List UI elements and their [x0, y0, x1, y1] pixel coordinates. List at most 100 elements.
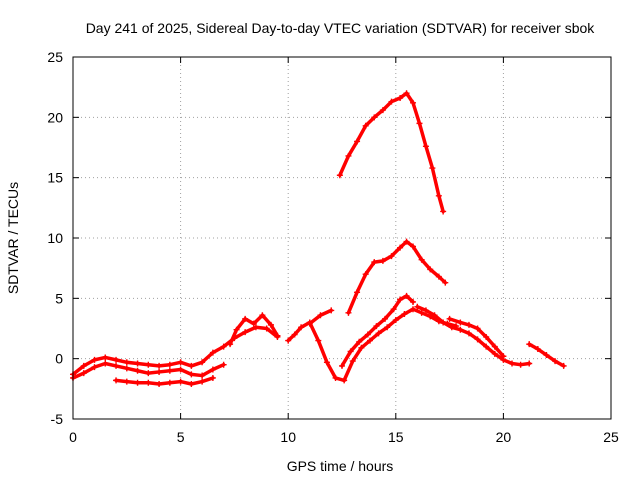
data-point — [526, 360, 533, 367]
data-trace-segment — [437, 274, 448, 285]
data-trace-segment — [228, 327, 239, 346]
series-track-9 — [306, 307, 335, 327]
series-track-12 — [526, 341, 567, 369]
data-trace-segment — [346, 139, 359, 158]
series-track-5 — [113, 374, 216, 388]
data-trace-segment — [411, 101, 422, 126]
x-tick-label: 15 — [388, 429, 404, 445]
data-trace-segment — [475, 337, 488, 349]
y-tick-label: 25 — [47, 49, 63, 65]
data-trace-segment — [71, 371, 86, 380]
data-trace-segment — [374, 317, 387, 328]
data-trace-segment — [493, 352, 506, 362]
data-trace-segment — [351, 346, 364, 363]
data-trace-segment — [385, 318, 398, 330]
data-trace-segment — [389, 245, 402, 258]
data-trace-segment — [211, 362, 226, 372]
axis-ticks: 0 5 10 15 20 25 -5 0 5 10 15 20 25 — [47, 49, 619, 445]
data-trace-segment — [484, 344, 497, 356]
data-point — [440, 208, 447, 215]
data-point — [274, 332, 281, 339]
data-trace-segment — [430, 166, 441, 198]
data-trace-segment — [355, 124, 368, 144]
data-trace-segment — [493, 344, 506, 359]
data-trace-segment — [544, 353, 557, 363]
data-trace-segment — [234, 317, 247, 332]
data-trace-segment — [428, 267, 441, 279]
data-trace-segment — [381, 99, 394, 112]
data-point — [209, 374, 216, 381]
plot-data — [70, 90, 567, 388]
data-trace-segment — [363, 115, 377, 128]
data-trace-segment — [82, 358, 97, 368]
data-trace-segment — [338, 154, 351, 178]
x-tick-label: 20 — [496, 429, 512, 445]
series-track-7 — [285, 306, 460, 384]
data-trace-segment — [340, 349, 353, 368]
data-trace-segment — [419, 257, 432, 272]
data-trace-segment — [437, 194, 445, 214]
x-tick-label: 10 — [280, 429, 296, 445]
x-tick-label: 0 — [69, 429, 77, 445]
data-trace-segment — [394, 312, 407, 322]
data-trace-segment — [368, 331, 381, 343]
data-trace-segment — [178, 367, 194, 377]
series-track-11 — [446, 315, 507, 360]
data-trace-segment — [307, 313, 323, 326]
data-point — [442, 279, 449, 286]
x-tick-label: 25 — [603, 429, 619, 445]
data-trace-segment — [424, 144, 435, 170]
series-track-8 — [339, 292, 417, 369]
data-trace-segment — [346, 290, 359, 315]
data-point — [220, 361, 227, 368]
data-trace-segment — [383, 307, 396, 321]
x-axis-label: GPS time / hours — [287, 458, 394, 474]
data-trace-segment — [484, 335, 497, 349]
data-trace-segment — [269, 323, 280, 338]
data-trace-segment — [355, 272, 368, 295]
data-trace-segment — [411, 244, 424, 262]
y-tick-label: -5 — [51, 411, 64, 427]
data-trace-segment — [553, 359, 566, 368]
series-track-6 — [227, 312, 281, 348]
data-trace-segment — [432, 313, 445, 325]
data-trace-segment — [363, 260, 377, 276]
data-trace-segment — [475, 326, 488, 339]
data-trace-segment — [82, 365, 97, 375]
series-track-10 — [414, 303, 533, 368]
data-trace-segment — [404, 294, 415, 304]
grid-lines — [73, 57, 611, 419]
data-trace-segment — [536, 347, 549, 357]
data-trace-segment — [260, 313, 273, 327]
y-tick-label: 15 — [47, 170, 63, 186]
y-tick-label: 20 — [47, 109, 63, 125]
data-trace-segment — [318, 308, 333, 317]
data-trace-segment — [417, 121, 428, 149]
data-trace-segment — [366, 324, 379, 337]
series-track-2 — [345, 238, 449, 316]
data-point — [500, 353, 507, 360]
data-trace-segment — [325, 360, 338, 380]
data-trace-segment — [243, 325, 258, 334]
data-trace-segment — [307, 320, 321, 343]
data-trace-segment — [348, 340, 361, 354]
data-trace-segment — [376, 325, 389, 336]
data-trace-segment — [200, 350, 215, 365]
data-trace-segment — [71, 364, 86, 377]
series-track-4 — [70, 360, 227, 381]
series-track-1 — [336, 90, 447, 215]
chart-title: Day 241 of 2025, Sidereal Day-to-day VTE… — [86, 20, 596, 36]
data-trace-segment — [232, 330, 247, 340]
y-axis-label: SDTVAR / TECUs — [5, 182, 21, 294]
data-trace-segment — [252, 313, 265, 326]
data-trace-segment — [211, 344, 226, 355]
y-tick-label: 10 — [47, 230, 63, 246]
y-tick-label: 5 — [55, 290, 63, 306]
data-trace-segment — [372, 108, 385, 120]
data-trace-segment — [359, 338, 372, 350]
x-tick-label: 5 — [177, 429, 185, 445]
data-trace-segment — [391, 297, 402, 311]
data-trace-segment — [316, 338, 329, 365]
data-trace-segment — [357, 332, 370, 344]
